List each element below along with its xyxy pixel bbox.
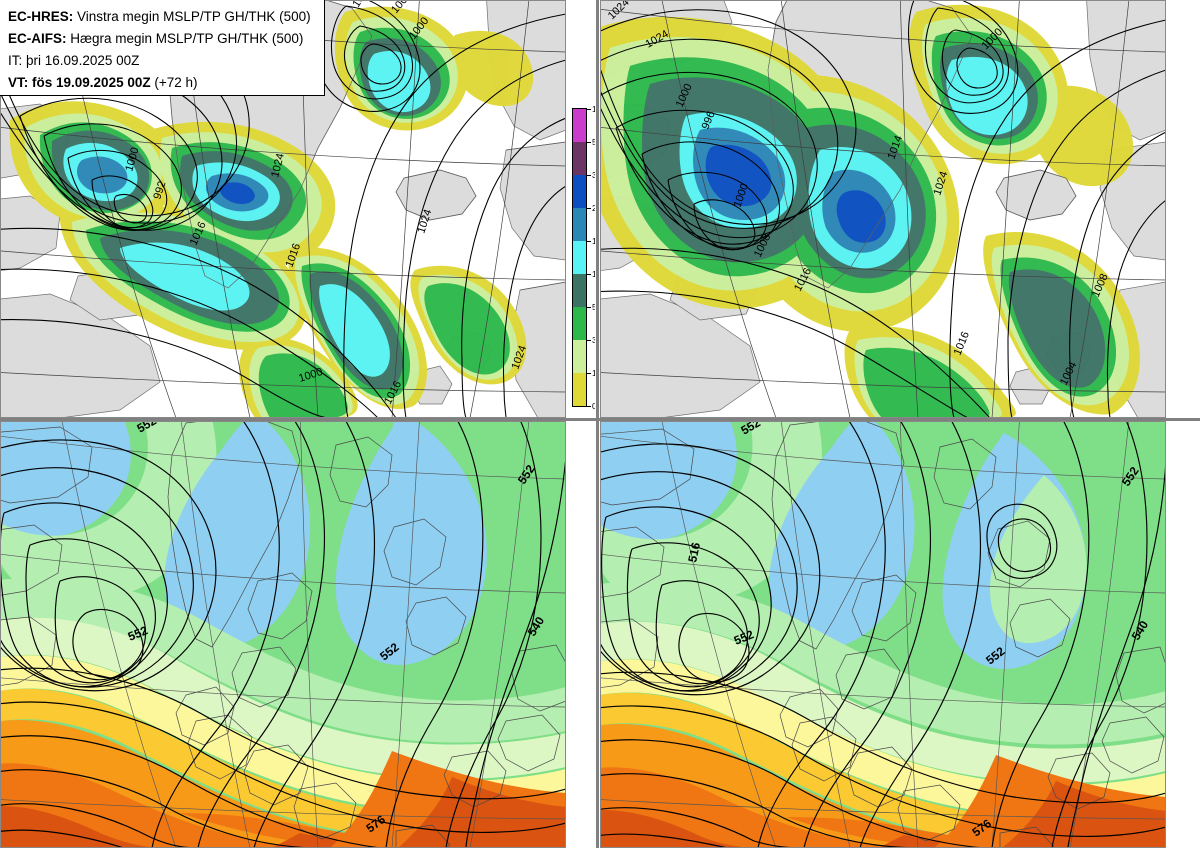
colorbar-tick	[586, 175, 591, 176]
coastline-overlay	[767, 0, 1077, 289]
contour-label-516: 516	[685, 541, 703, 564]
mslp-isobars	[600, 0, 1166, 418]
colorbar-tick-label: 3	[592, 334, 595, 345]
colorbar-tick-label: 30	[592, 169, 595, 180]
panel-bottom-right-aifs-gh-thk: 552 552 552 576 552 540 516 dam 46847448…	[600, 421, 1200, 848]
info-label-valid-time: VT:	[8, 75, 29, 90]
colorbar-tick-label: 50	[592, 136, 595, 147]
colorbar-tick	[586, 340, 591, 341]
info-line-valid-time: VT: fös 19.09.2025 00Z (+72 h)	[8, 72, 316, 94]
info-value-lead-time: (+72 h)	[154, 75, 198, 90]
info-line-ec-hres: EC-HRES: Vinstra megin MSLP/TP GH/THK (5…	[8, 6, 316, 28]
svg-text:992: 992	[151, 180, 168, 201]
colorbar-segment	[573, 340, 586, 373]
colorbar-segment	[573, 274, 586, 307]
colorbar-tick-label: 100	[592, 103, 595, 114]
info-line-init-time: IT: þri 16.09.2025 00Z	[8, 50, 316, 72]
panel-top-left-hres-mslp-tp: 992 1000 1016 1016 1016 1024 1024 1024 1…	[0, 0, 595, 418]
map-bottom-right-canvas: 552 552 552 576 552 540 516	[600, 421, 1166, 848]
info-line-ec-aifs: EC-AIFS: Hægra megin MSLP/TP GH/THK (500…	[8, 28, 316, 50]
info-value-init-time: þri 16.09.2025 00Z	[26, 53, 140, 68]
colorbar-segment	[573, 175, 586, 208]
coastline-overlay	[600, 421, 1166, 848]
thickness-shading	[0, 421, 566, 848]
info-label-init-time: IT:	[8, 53, 23, 68]
precipitation-shading	[600, 4, 1140, 418]
map-top-right[interactable]: 996 1000 1000 1008 1016 1024 1016 1008 1…	[600, 0, 1166, 418]
colorbar-segment	[573, 241, 586, 274]
colorbar-tick	[586, 208, 591, 209]
svg-text:1024: 1024	[350, 0, 373, 10]
colorbar-tick	[586, 142, 591, 143]
map-bottom-left-canvas: 552 552 552 576 552 540	[0, 421, 566, 848]
coastline-overlay	[167, 0, 566, 291]
colorbar-tick-label: 10	[592, 268, 595, 279]
colorbar-segment	[573, 142, 586, 175]
colorbar-tick-label: 15	[592, 235, 595, 246]
colorbar-tick	[586, 307, 591, 308]
gh500-contours	[0, 421, 566, 848]
colorbar-tick	[586, 406, 591, 407]
info-value-ec-aifs: Hægra megin MSLP/TP GH/THK (500)	[70, 31, 304, 46]
colorbar-tick-label: 5	[592, 301, 595, 312]
info-value-valid-time: fös 19.09.2025 00Z	[32, 75, 151, 90]
colorbar-tick	[586, 373, 591, 374]
colorbar-segment	[573, 373, 586, 406]
colorbar-tick	[586, 109, 591, 110]
colorbar-tick-label: 1	[592, 367, 595, 378]
colorbar-tick	[586, 241, 591, 242]
colorbar-tick-label: 0.5	[592, 400, 595, 411]
colorbar-segment	[573, 109, 586, 142]
panel-divider-vertical	[596, 0, 599, 848]
mslp-isobars	[0, 0, 566, 418]
info-label-ec-hres: EC-HRES:	[8, 9, 74, 24]
map-top-right-canvas: 996 1000 1000 1008 1016 1024 1016 1008 1…	[600, 0, 1166, 418]
map-bottom-right[interactable]: 552 552 552 576 552 540 516	[600, 421, 1166, 848]
colorbar-precipitation-left: 0.5 1 3 5 10 15 20 30 50 100	[572, 105, 595, 410]
gh500-contours	[600, 421, 1166, 848]
info-label-ec-aifs: EC-AIFS:	[8, 31, 67, 46]
thickness-shading	[600, 421, 1166, 848]
svg-text:1024: 1024	[269, 152, 287, 179]
graticule	[600, 0, 1166, 418]
colorbar-tick	[586, 274, 591, 275]
colorbar-segment	[573, 208, 586, 241]
isobar-labels: 992 1000 1016 1016 1016 1024 1024 1024 1…	[123, 0, 529, 406]
panel-top-right-aifs-mslp-tp: 996 1000 1000 1008 1016 1024 1016 1008 1…	[600, 0, 1200, 418]
forecast-info-box: EC-HRES: Vinstra megin MSLP/TP GH/THK (5…	[0, 0, 325, 96]
panel-bottom-left-hres-gh-thk: 552 552 552 576 552 540 4684744804864924…	[0, 421, 595, 848]
map-bottom-left[interactable]: 552 552 552 576 552 540	[0, 421, 566, 848]
colorbar-tick-label: 20	[592, 202, 595, 213]
info-value-ec-hres: Vinstra megin MSLP/TP GH/THK (500)	[77, 9, 311, 24]
colorbar-precipitation-left-strip[interactable]: 0.5 1 3 5 10 15 20 30 50 100	[572, 105, 595, 410]
panel-divider-horizontal	[0, 418, 1200, 421]
colorbar-segment	[573, 307, 586, 340]
